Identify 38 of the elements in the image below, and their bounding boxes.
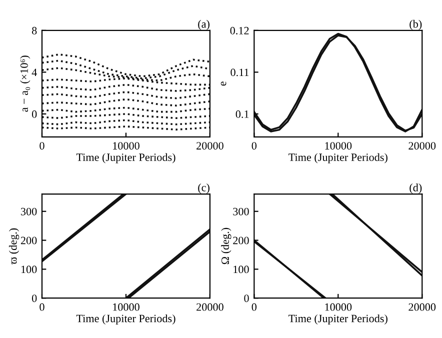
x-axis-title: Time (Jupiter Periods) (288, 314, 388, 325)
chart-title: (d) (410, 184, 422, 194)
chart-title: (a) (198, 20, 210, 30)
y-tick-label: 200 (233, 236, 249, 244)
y-tick-label: 0.1 (236, 110, 249, 118)
chart-title: (c) (198, 184, 210, 194)
x-axis-title: Time (Jupiter Periods) (76, 314, 176, 325)
y-tick-label: 200 (20, 236, 37, 244)
x-axis-title: Time (Jupiter Periods) (76, 153, 176, 164)
x-tick-label: 0 (40, 303, 44, 311)
y-tick-label: 0.12 (230, 26, 249, 34)
x-tick-label: 0 (40, 142, 44, 150)
y-tick-label: 300 (233, 208, 249, 216)
y-tick-label: 0 (32, 110, 37, 118)
chart-title: (b) (410, 20, 422, 30)
y-axis-title: ϖ (deg.) (8, 228, 20, 264)
x-tick-label: 20000 (196, 303, 224, 311)
x-tick-label: 10000 (113, 303, 140, 311)
x-tick-label: 20000 (196, 142, 224, 150)
x-tick-label: 10000 (325, 142, 352, 150)
x-tick-label: 10000 (113, 142, 140, 150)
x-axis-title: Time (Jupiter Periods) (288, 153, 388, 164)
y-tick-label: 0.11 (230, 68, 249, 76)
y-tick-label: 100 (234, 266, 249, 274)
x-tick-label: 0 (252, 142, 257, 150)
y-tick-label: 8 (32, 26, 37, 34)
x-tick-label: 10000 (325, 303, 352, 311)
y-tick-label: 0 (244, 294, 249, 302)
x-tick-label: 20000 (408, 303, 436, 311)
x-tick-label: 0 (252, 303, 257, 311)
y-axis-title: a − a₀ (×10⁶) (20, 56, 30, 112)
y-tick-label: 0 (32, 294, 37, 302)
y-tick-label: 300 (20, 208, 37, 216)
y-axis-title: e (220, 82, 226, 86)
y-tick-label: 100 (21, 266, 37, 274)
x-tick-label: 20000 (408, 142, 436, 150)
y-axis-title: Ω (deg.) (221, 228, 232, 264)
y-tick-label: 4 (32, 68, 37, 76)
